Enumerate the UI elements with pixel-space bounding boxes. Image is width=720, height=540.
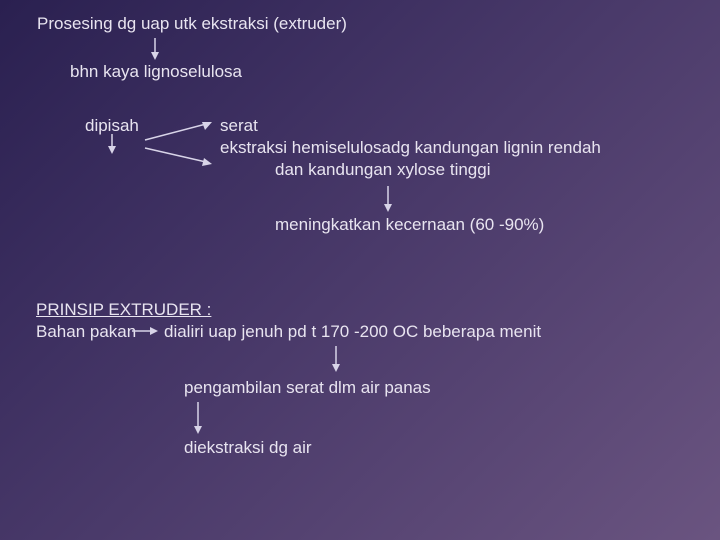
arrow-8 (0, 0, 720, 540)
